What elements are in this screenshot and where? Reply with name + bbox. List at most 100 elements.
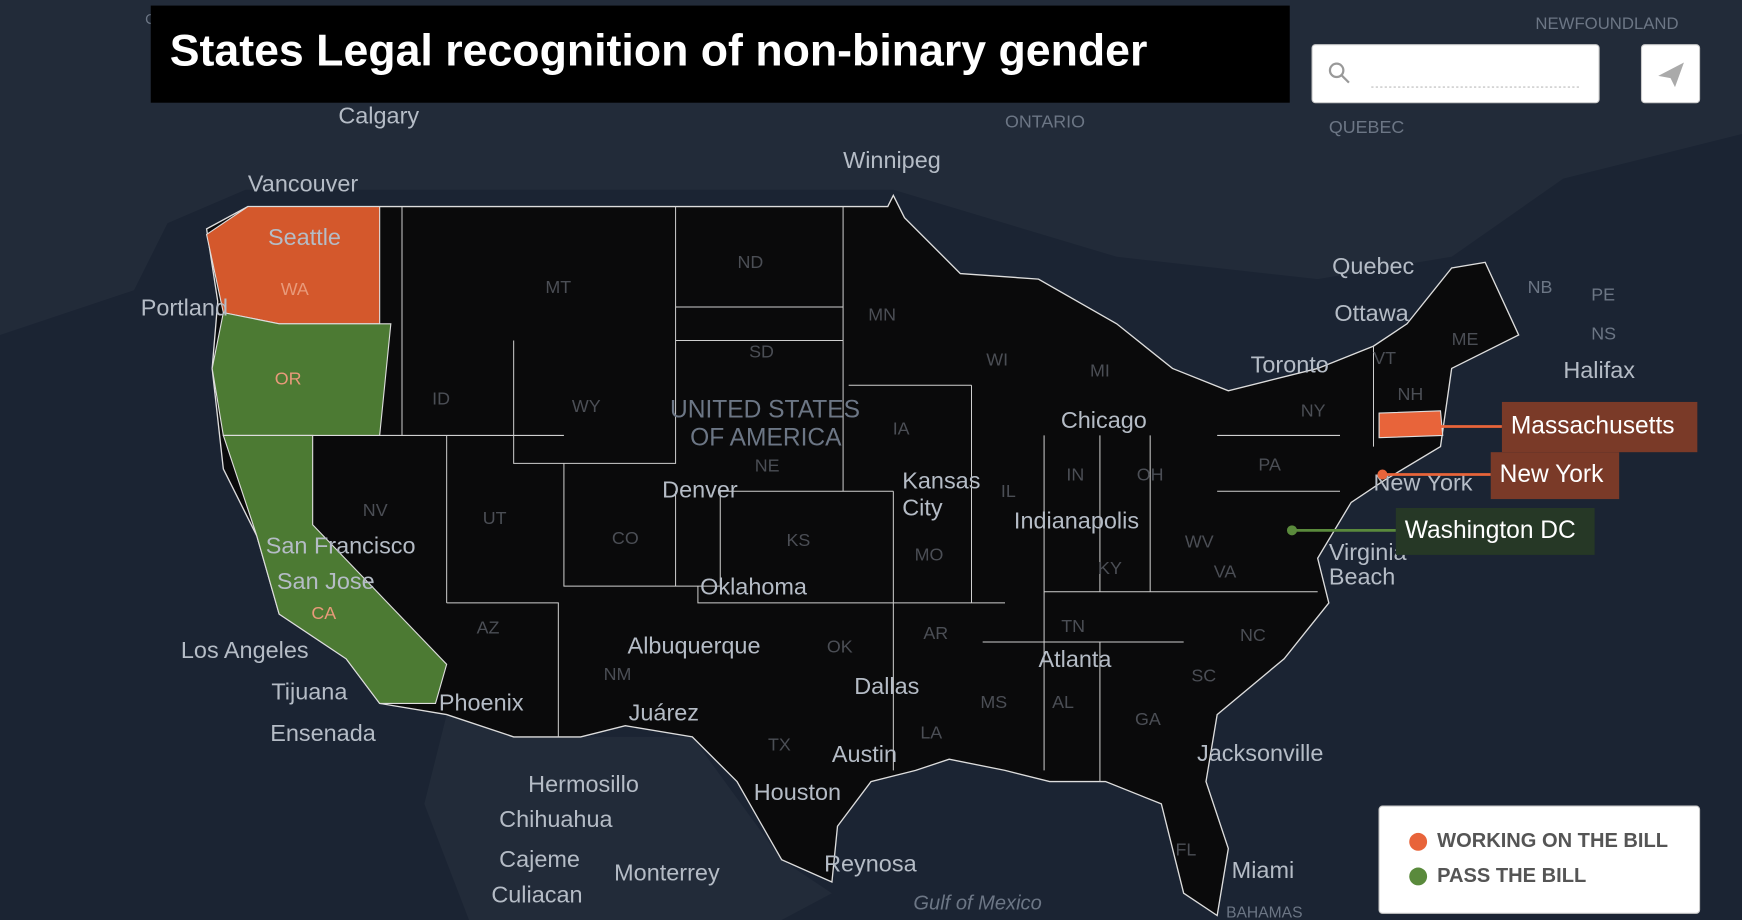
- region-label: NS: [1591, 324, 1616, 344]
- place-label: San Jose: [277, 568, 375, 594]
- callout-box: [1490, 452, 1620, 500]
- state-label: MI: [1090, 361, 1110, 381]
- place-label: City: [902, 494, 943, 520]
- region-label: BAHAMAS: [1226, 904, 1302, 920]
- legend-box: [1378, 805, 1701, 914]
- place-label: Winnipeg: [843, 147, 941, 173]
- state-label: FL: [1175, 839, 1196, 859]
- state-label: MS: [980, 692, 1007, 712]
- state-label: NM: [604, 664, 632, 684]
- place-label: Toronto: [1251, 351, 1329, 377]
- state-label: AZ: [477, 617, 500, 637]
- state-label: VT: [1373, 348, 1396, 368]
- state-label: TN: [1061, 616, 1085, 636]
- place-label: Ensenada: [270, 720, 377, 746]
- place-label: Portland: [141, 294, 228, 320]
- place-label: Phoenix: [439, 690, 524, 716]
- region-label: UNITED STATES: [670, 396, 860, 423]
- place-label: Monterrey: [614, 859, 720, 885]
- place-label: Seattle: [268, 224, 341, 250]
- state-label: OR: [275, 368, 302, 388]
- place-label: Calgary: [338, 102, 419, 128]
- state-label: SC: [1191, 665, 1216, 685]
- place-label: Tijuana: [271, 679, 348, 705]
- state-label: PA: [1258, 454, 1281, 474]
- state-label: MT: [545, 277, 571, 297]
- place-label: Albuquerque: [628, 633, 761, 659]
- legend-label: WORKING ON THE BILL: [1437, 830, 1668, 852]
- place-label: Beach: [1329, 564, 1395, 590]
- place-label: Miami: [1232, 857, 1295, 883]
- state-label: NE: [755, 455, 780, 475]
- place-label: Oklahoma: [700, 574, 808, 600]
- region-label: OF AMERICA: [690, 424, 842, 451]
- state-borders: [312, 206, 1375, 782]
- place-label: Houston: [754, 779, 841, 805]
- callout-dot: [1390, 421, 1401, 432]
- place-label: Kansas: [902, 468, 980, 494]
- place-label: Austin: [832, 741, 897, 767]
- state-label: SD: [749, 342, 774, 362]
- state-label: GA: [1135, 709, 1161, 729]
- legend-swatch: [1409, 832, 1428, 851]
- state-label: VA: [1214, 561, 1237, 581]
- state-label: ME: [1452, 329, 1479, 349]
- mexico: [424, 714, 832, 920]
- state-label: TX: [768, 735, 791, 755]
- state-ca: [222, 434, 448, 704]
- state-label: IN: [1066, 464, 1084, 484]
- search-icon-handle: [1340, 74, 1350, 84]
- callout-box: [1501, 401, 1698, 453]
- legend: WORKING ON THE BILL PASS THE BILL: [1409, 830, 1668, 887]
- search-icon: [1328, 62, 1345, 79]
- state-label: IA: [893, 419, 910, 439]
- state-label: IL: [1001, 481, 1016, 501]
- region-label: ONTARIO: [1005, 112, 1085, 132]
- state-label: AR: [923, 623, 948, 643]
- place-label: Los Angeles: [181, 637, 309, 663]
- callout-dot: [1286, 525, 1298, 536]
- search-box[interactable]: [1311, 44, 1600, 104]
- place-label: San Francisco: [266, 532, 416, 558]
- state-label: ID: [432, 388, 450, 408]
- place-label: Chicago: [1061, 407, 1147, 433]
- place-label: Quebec: [1332, 253, 1414, 279]
- state-label: ND: [738, 252, 764, 272]
- place-label: Ottawa: [1334, 300, 1409, 326]
- state-label: KY: [1098, 558, 1122, 578]
- usa: [205, 193, 1520, 917]
- state-label: LA: [920, 722, 942, 742]
- legend-swatch: [1409, 867, 1428, 886]
- callouts: Massachusetts New York Washington DC: [1286, 401, 1698, 555]
- state-label: NV: [363, 500, 388, 520]
- send-icon: [1658, 62, 1684, 88]
- state-label: WA: [281, 279, 309, 299]
- callout-box: [1395, 508, 1595, 555]
- state-label: WY: [572, 396, 601, 416]
- place-label: Culiacan: [491, 882, 582, 908]
- state-label: NC: [1240, 625, 1266, 645]
- callout-label: New York: [1500, 461, 1604, 488]
- place-label: Vancouver: [248, 171, 359, 197]
- place-label: Denver: [662, 476, 738, 502]
- state-label: AL: [1052, 692, 1074, 712]
- callout-label: Massachusetts: [1511, 413, 1675, 440]
- state-label: OH: [1137, 464, 1164, 484]
- place-label: Hermosillo: [528, 771, 639, 797]
- state-label: MN: [868, 305, 896, 325]
- place-label: Halifax: [1563, 357, 1635, 383]
- state-label: NY: [1301, 401, 1326, 421]
- state-label: UT: [483, 508, 507, 528]
- callout-label: Washington DC: [1405, 517, 1576, 544]
- callout-dot: [1377, 469, 1388, 480]
- place-label: Virginia: [1329, 539, 1408, 565]
- title-box: [150, 5, 1290, 103]
- region-label: Gulf of Mexico: [913, 893, 1041, 915]
- place-label: Jacksonville: [1197, 740, 1323, 766]
- state-label: MO: [915, 545, 944, 565]
- place-label: Indianapolis: [1014, 508, 1139, 534]
- region-label: QUEBEC: [1329, 117, 1405, 137]
- place-label: Cajeme: [499, 846, 580, 872]
- state-or: [211, 311, 392, 436]
